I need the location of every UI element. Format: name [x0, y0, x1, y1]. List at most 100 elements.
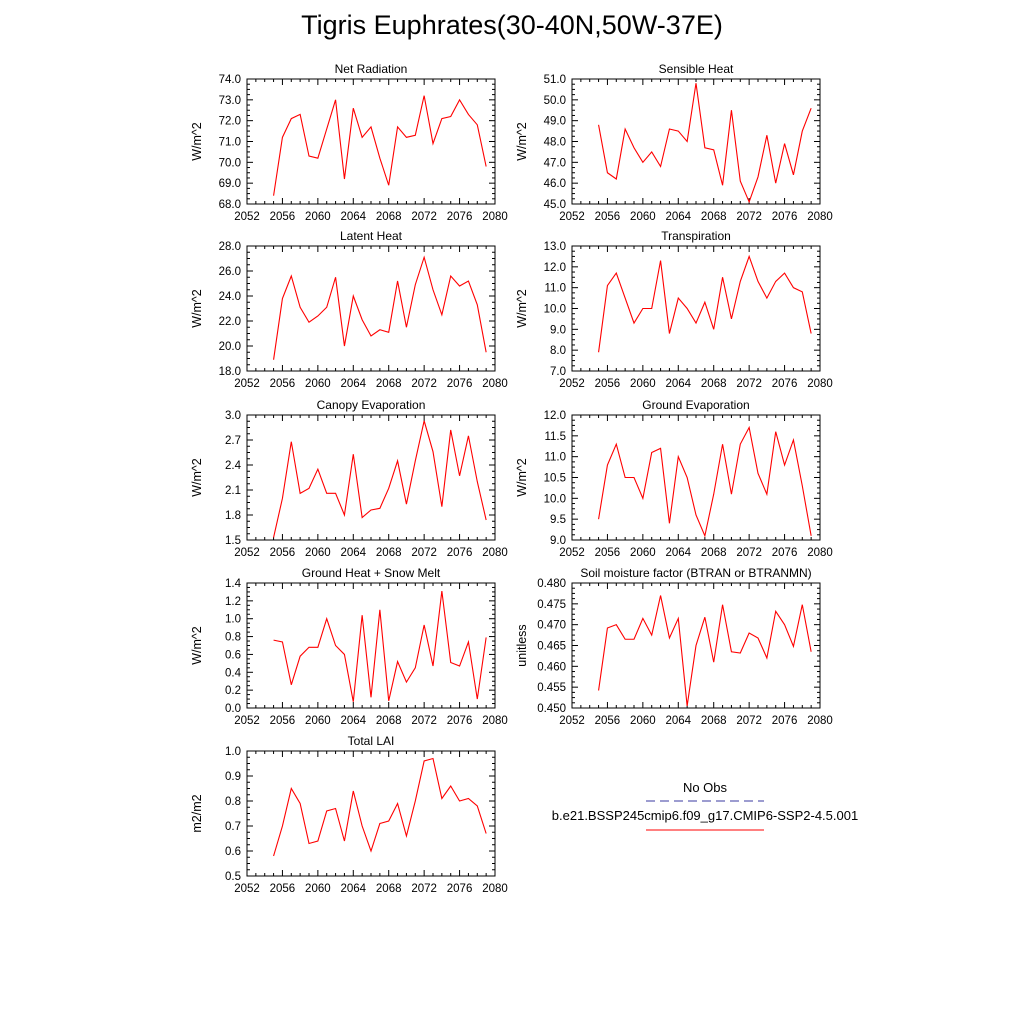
y-tick-label: 51.0: [544, 74, 566, 86]
y-tick-label: 8.0: [550, 345, 566, 357]
y-tick-label: 0.450: [537, 703, 566, 715]
x-tick-label: 2072: [411, 211, 437, 223]
x-tick-label: 2060: [305, 211, 331, 223]
y-tick-label: 0.455: [537, 682, 566, 694]
x-tick-label: 2072: [411, 715, 437, 727]
x-tick-label: 2056: [270, 547, 296, 559]
x-tick-label: 2056: [270, 883, 296, 895]
plot-frame: [246, 750, 496, 877]
series-line: [273, 590, 487, 702]
chart-panel-1: Net Radiation 2052 2056 2060 2064 2068 2072 207…: [190, 62, 508, 223]
plot-frame: [246, 582, 496, 709]
y-tick-label: 20.0: [219, 341, 241, 353]
x-tick-label: 2064: [665, 715, 691, 727]
x-tick-label: 2064: [665, 547, 691, 559]
y-tick-label: 11.0: [544, 452, 566, 464]
y-axis-label: unitless: [515, 624, 529, 666]
panel-title: Transpiration: [661, 229, 731, 243]
x-tick-label: 2068: [376, 715, 402, 727]
y-tick-label: 7.0: [550, 366, 566, 378]
x-tick-label: 2056: [595, 547, 621, 559]
y-axis-label: W/m^2: [190, 122, 204, 161]
y-tick-label: 0.475: [537, 599, 566, 611]
x-tick-label: 2076: [772, 547, 798, 559]
x-tick-label: 2052: [234, 883, 260, 895]
y-tick-label: 0.9: [225, 771, 241, 783]
y-tick-label: 0.0: [225, 703, 241, 715]
y-tick-label: 11.0: [544, 283, 566, 295]
y-tick-label: 18.0: [219, 366, 241, 378]
x-tick-label: 2076: [772, 211, 798, 223]
y-tick-label: 70.0: [219, 157, 241, 169]
legend-model-label: b.e21.BSSP245cmip6.f09_g17.CMIP6-SSP2-4.…: [552, 808, 858, 823]
y-tick-label: 0.460: [537, 661, 566, 673]
x-tick-label: 2052: [559, 378, 585, 390]
x-tick-label: 2060: [630, 715, 656, 727]
x-tick-label: 2080: [807, 715, 833, 727]
x-tick-label: 2072: [736, 211, 762, 223]
panel-title: Latent Heat: [340, 229, 403, 243]
y-axis-label: W/m^2: [190, 289, 204, 328]
legend-obs-label: No Obs: [683, 780, 728, 795]
panel-title: Soil moisture factor (BTRAN or BTRANMN): [580, 566, 811, 580]
y-tick-label: 0.7: [225, 821, 241, 833]
x-tick-label: 2064: [340, 883, 366, 895]
y-tick-label: 45.0: [544, 199, 566, 211]
x-tick-label: 2080: [482, 715, 508, 727]
x-tick-label: 2052: [234, 715, 260, 727]
panel-title: Total LAI: [348, 734, 395, 748]
x-tick-label: 2056: [595, 211, 621, 223]
plot-frame: [571, 414, 821, 541]
x-tick-label: 2068: [701, 378, 727, 390]
plot-frame: [246, 78, 496, 205]
y-tick-label: 28.0: [219, 241, 241, 253]
y-tick-label: 12.0: [544, 410, 566, 422]
x-tick-label: 2060: [305, 547, 331, 559]
y-tick-label: 72.0: [219, 116, 241, 128]
x-tick-label: 2056: [270, 378, 296, 390]
series-line: [598, 595, 812, 706]
x-tick-label: 2068: [376, 211, 402, 223]
x-tick-label: 2080: [807, 211, 833, 223]
y-tick-label: 0.5: [225, 871, 241, 883]
y-axis-label: W/m^2: [515, 458, 529, 497]
y-tick-label: 2.7: [225, 435, 241, 447]
x-tick-label: 2056: [270, 715, 296, 727]
y-tick-label: 0.4: [225, 667, 242, 679]
series-line: [273, 420, 487, 538]
y-tick-label: 3.0: [225, 410, 241, 422]
x-tick-label: 2052: [234, 211, 260, 223]
y-tick-label: 69.0: [219, 178, 241, 190]
y-tick-label: 0.465: [537, 641, 566, 653]
x-tick-label: 2076: [447, 883, 473, 895]
y-axis-label: W/m^2: [515, 289, 529, 328]
x-tick-label: 2072: [411, 883, 437, 895]
plot-frame: [571, 78, 821, 205]
y-tick-label: 50.0: [544, 95, 566, 107]
panel-title: Ground Heat + Snow Melt: [302, 566, 441, 580]
y-tick-label: 12.0: [544, 262, 566, 274]
y-tick-label: 71.0: [219, 137, 241, 149]
x-tick-label: 2052: [559, 715, 585, 727]
y-axis-label: W/m^2: [190, 458, 204, 497]
y-tick-label: 68.0: [219, 199, 241, 211]
x-tick-label: 2064: [340, 211, 366, 223]
y-tick-label: 47.0: [544, 157, 566, 169]
x-tick-label: 2068: [376, 883, 402, 895]
y-tick-label: 24.0: [219, 291, 241, 303]
y-tick-label: 0.8: [225, 632, 241, 644]
y-tick-label: 0.6: [225, 649, 241, 661]
panel-title: Canopy Evaporation: [317, 398, 426, 412]
x-tick-label: 2076: [772, 715, 798, 727]
x-tick-label: 2060: [630, 378, 656, 390]
x-tick-label: 2072: [736, 378, 762, 390]
y-tick-label: 74.0: [219, 74, 241, 86]
chart-panel-4: Transpiration 2052 2056 2060 2064 2068 2072 207…: [515, 229, 833, 390]
legend: No Obs b.e21.BSSP245cmip6.f09_g17.CMIP6-S…: [552, 780, 858, 831]
x-tick-label: 2060: [305, 883, 331, 895]
y-tick-label: 0.6: [225, 846, 241, 858]
x-tick-label: 2052: [559, 211, 585, 223]
y-tick-label: 10.0: [544, 304, 566, 316]
y-tick-label: 0.8: [225, 796, 241, 808]
